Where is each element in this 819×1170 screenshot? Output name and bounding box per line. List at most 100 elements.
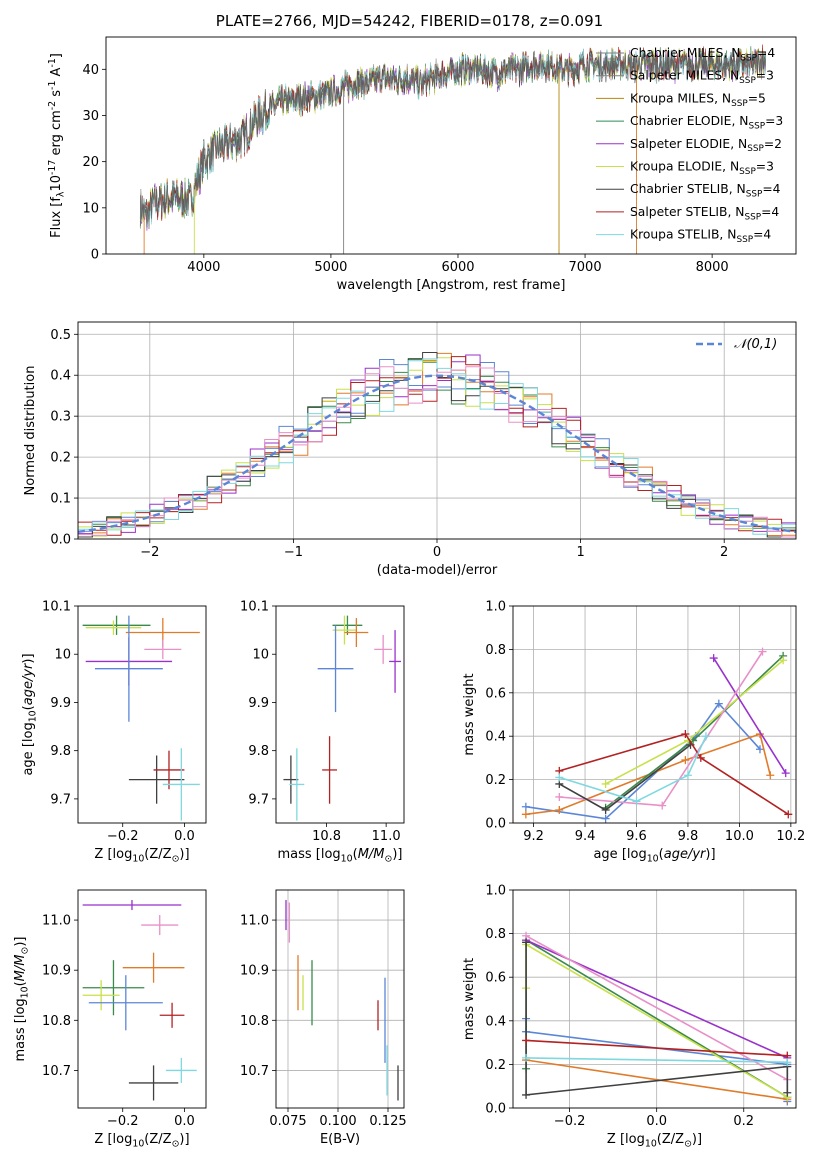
text-run: (data-model)/error bbox=[377, 563, 498, 578]
plus-marker bbox=[701, 732, 710, 741]
x-tick-label: 7000 bbox=[569, 260, 602, 275]
errorbar-point bbox=[317, 625, 354, 713]
plus-marker bbox=[601, 779, 610, 788]
text-run: E(B-V) bbox=[320, 1132, 360, 1147]
text-run: Kroupa MILES, N bbox=[630, 91, 731, 105]
x-tick-label: 0.0 bbox=[646, 1114, 667, 1129]
errorbar-point bbox=[82, 980, 120, 1011]
y-tick-label: 0.0 bbox=[485, 1102, 506, 1117]
errorbar-point bbox=[88, 975, 163, 1031]
errorbar-point bbox=[389, 630, 402, 693]
y-tick-label: 0.5 bbox=[50, 328, 71, 343]
plot-area bbox=[522, 931, 792, 1106]
text-run: Flux [f bbox=[49, 197, 64, 238]
axes-weight_vs_Z: −0.2 0.0 0.2 0.0 0.2 0.4 0.6 0.8 1.0 Z [log10​(Z/… bbox=[462, 884, 797, 1150]
axes-spectrum: 4000 5000 6000 7000 8000 0 10 20 30 40 wavelength … bbox=[47, 36, 797, 293]
axes-frame bbox=[275, 605, 405, 824]
axes-overlay: 9.2 9.4 9.6 9.8 10.0 10.2 0.0 0.2 0.4 0.6 0.8 1.0 ag… bbox=[462, 600, 805, 865]
text-run: =4 bbox=[753, 228, 771, 242]
errorbar-point bbox=[144, 639, 182, 660]
text-run: =5 bbox=[748, 91, 766, 105]
text-run: =3 bbox=[765, 114, 783, 128]
errorbar-point bbox=[374, 634, 393, 664]
mass-weight-line bbox=[526, 1039, 788, 1057]
y-axis-label: mass [log10​(M/M⊙​)] bbox=[13, 936, 31, 1061]
text-run: =3 bbox=[756, 160, 774, 174]
y-axis-label: age [log10​(age/yr)] bbox=[21, 653, 39, 775]
text-run: mass [log bbox=[277, 847, 340, 862]
plus-marker bbox=[555, 773, 564, 782]
math-script: -17 bbox=[47, 160, 58, 175]
math-script: 10 bbox=[645, 1139, 657, 1150]
plot-area bbox=[82, 615, 200, 821]
math-script: 10 bbox=[20, 986, 31, 998]
text-run: Chabrier MILES, N bbox=[630, 46, 740, 60]
axes-mass_vs_ebv: 0.075 0.100 0.125 10.7 10.8 10.9 11.0 E(B-V) bbox=[240, 889, 407, 1147]
gaussian-reference-curve bbox=[78, 374, 796, 533]
text-run: =4 bbox=[761, 205, 779, 219]
y-tick-label: 10.1 bbox=[240, 600, 269, 615]
y-tick-label: 10.9 bbox=[240, 964, 269, 979]
errorbar-point bbox=[159, 1002, 185, 1028]
plus-marker bbox=[781, 769, 790, 778]
text-run: =4 bbox=[757, 46, 775, 60]
errorbar-point bbox=[94, 615, 163, 722]
mass-weight-line bbox=[559, 735, 707, 803]
axes-frame bbox=[512, 605, 797, 824]
x-tick-label: 10.0 bbox=[725, 829, 754, 844]
legend-label: Salpeter STELIB, NSSP​=4 bbox=[630, 205, 779, 222]
axes-weight_vs_age: 9.2 9.4 9.6 9.8 10.0 10.2 0.0 0.2 0.4 0.6 0.8 1.0 ag… bbox=[462, 600, 805, 865]
math-script: SSP bbox=[740, 53, 757, 63]
y-tick-label: 10.8 bbox=[42, 1014, 71, 1029]
x-tick-label: 1 bbox=[576, 545, 584, 560]
legend-label: Salpeter ELODIE, NSSP​=2 bbox=[630, 137, 782, 154]
text-run: )] bbox=[392, 847, 402, 862]
text-run: wavelength [Angstrom, rest frame] bbox=[337, 278, 566, 293]
math-script: 10 bbox=[647, 854, 659, 865]
errorbar-point bbox=[141, 915, 179, 936]
y-tick-label: 0.6 bbox=[485, 971, 506, 986]
mass-weight-line bbox=[525, 935, 788, 1081]
y-tick-label: 40 bbox=[82, 63, 99, 78]
mass-weight-line bbox=[525, 942, 789, 1096]
plus-marker bbox=[522, 1036, 531, 1045]
plot-area bbox=[78, 352, 796, 538]
text-run: (Z/Z bbox=[144, 1132, 171, 1147]
errorbar-point bbox=[283, 755, 299, 804]
text-run: s bbox=[49, 90, 64, 101]
y-tick-label: 11.0 bbox=[240, 914, 269, 929]
axes-overlay: −0.2 0.0 0.2 0.0 0.2 0.4 0.6 0.8 1.0 Z [log10​(Z/… bbox=[462, 884, 797, 1150]
x-tick-label: 0.2 bbox=[733, 1114, 754, 1129]
y-axis-label: mass weight bbox=[462, 673, 477, 755]
math-script: ⊙ bbox=[172, 854, 180, 865]
plot-area bbox=[285, 900, 399, 1101]
x-tick-label: 0.075 bbox=[269, 1114, 306, 1129]
y-tick-label: 9.9 bbox=[248, 696, 269, 711]
text-run: )] bbox=[705, 847, 715, 862]
text-run: ] bbox=[49, 53, 64, 58]
legend-label: Chabrier ELODIE, NSSP​=3 bbox=[630, 114, 783, 131]
y-tick-label: 10.7 bbox=[42, 1064, 71, 1079]
math-script: SSP bbox=[736, 235, 753, 245]
y-tick-label: 0.2 bbox=[485, 773, 506, 788]
text-run: age/yr bbox=[664, 847, 707, 862]
y-tick-label: 9.7 bbox=[50, 792, 71, 807]
math-script: SSP bbox=[747, 144, 764, 154]
text-run: )] bbox=[179, 1132, 189, 1147]
axes-frame bbox=[105, 36, 797, 255]
x-tick-label: 9.4 bbox=[575, 829, 596, 844]
plus-marker bbox=[658, 801, 667, 810]
errorbar-point bbox=[128, 1065, 179, 1101]
y-tick-label: 10.1 bbox=[42, 600, 71, 615]
y-tick-label: 9.9 bbox=[50, 696, 71, 711]
axes-overlay: −0.2 0.0 10.7 10.8 10.9 11.0 Z [log10​(Z/Z⊙​)]… bbox=[13, 889, 207, 1150]
errorbar-point bbox=[82, 960, 145, 1016]
math-script: SSP bbox=[745, 212, 762, 222]
x-tick-label: 6000 bbox=[441, 260, 474, 275]
text-run: ( bbox=[353, 847, 358, 862]
errorbar-point bbox=[128, 755, 185, 804]
errorbar-point bbox=[85, 620, 142, 635]
errorbar-point bbox=[153, 750, 185, 790]
math-script: λ bbox=[56, 191, 67, 197]
math-script: ⊙ bbox=[684, 1139, 692, 1150]
